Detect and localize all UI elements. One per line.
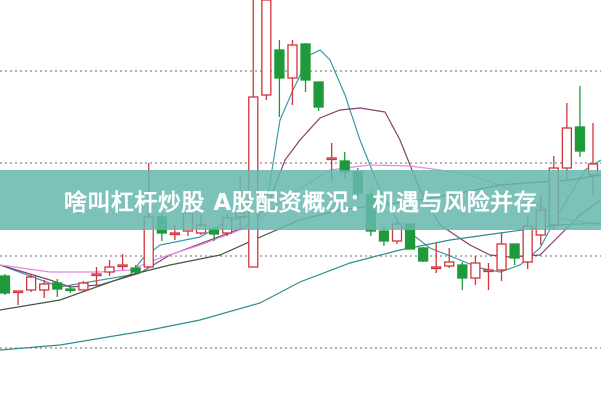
- candle-up: [39, 283, 50, 291]
- candle-up: [496, 243, 507, 271]
- candle-up: [261, 0, 272, 96]
- candle-up: [470, 262, 481, 279]
- candle-down: [574, 126, 586, 152]
- candle-down: [65, 288, 76, 292]
- candle-down: [313, 81, 324, 108]
- candle-up: [287, 44, 298, 79]
- candle-up: [25, 276, 37, 291]
- candle-up: [117, 264, 128, 268]
- candle-down: [0, 275, 11, 294]
- article-title: 啥叫杠杆炒股 A股配资概况：机遇与风险并存: [63, 190, 538, 216]
- candle-up: [522, 225, 533, 263]
- candle-down: [378, 230, 390, 242]
- candle-up: [91, 273, 102, 277]
- candle-up: [169, 232, 181, 236]
- candle-up: [12, 290, 24, 294]
- candle-down: [300, 43, 311, 81]
- candle-down: [52, 282, 63, 290]
- candle-down: [457, 264, 468, 279]
- candle-up: [431, 266, 442, 270]
- candle-up: [483, 269, 494, 273]
- candle-up: [104, 266, 115, 273]
- moving-average-line: [0, 222, 601, 351]
- candle-up: [561, 127, 573, 169]
- candle-up: [326, 157, 337, 161]
- candle-up: [78, 282, 89, 291]
- candle-down: [509, 243, 520, 259]
- title-banner: 啥叫杠杆炒股 A股配资概况：机遇与风险并存: [0, 170, 601, 230]
- candle-down: [274, 49, 285, 79]
- candle-down: [417, 247, 429, 262]
- candle-up: [444, 261, 455, 267]
- candle-down: [130, 267, 141, 273]
